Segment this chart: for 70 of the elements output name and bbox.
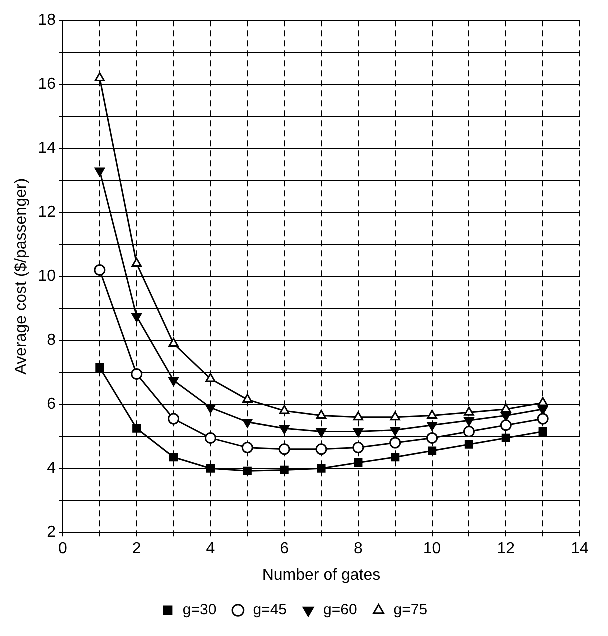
- legend-label: g=75: [394, 602, 428, 619]
- y-tick-label: 18: [38, 12, 56, 30]
- x-tick-label: 6: [280, 540, 290, 558]
- y-tick-label: 10: [38, 268, 56, 286]
- point: [204, 432, 216, 444]
- point: [278, 444, 290, 456]
- point: [168, 413, 180, 425]
- point: [427, 410, 438, 420]
- legend-label: g=45: [253, 602, 288, 619]
- point: [242, 442, 254, 454]
- point: [354, 458, 363, 468]
- point: [426, 432, 438, 444]
- point: [206, 373, 216, 382]
- point: [279, 405, 290, 414]
- point: [464, 440, 474, 449]
- x-tick-label: 8: [354, 540, 363, 558]
- point: [242, 394, 253, 404]
- point: [168, 338, 179, 348]
- x-tick-label: 14: [571, 540, 589, 558]
- y-axis-title: Average cost ($/passenger): [13, 178, 30, 375]
- point: [390, 426, 400, 436]
- point: [464, 406, 474, 416]
- y-tick-label: 2: [47, 524, 56, 542]
- point: [96, 364, 104, 372]
- point: [353, 428, 364, 438]
- point: [316, 428, 327, 438]
- point: [317, 464, 326, 473]
- point: [352, 442, 364, 454]
- point: [132, 424, 142, 433]
- point: [131, 368, 143, 380]
- point: [280, 466, 289, 474]
- point: [242, 418, 253, 428]
- point: [168, 377, 179, 386]
- point: [94, 264, 106, 276]
- point: [243, 466, 252, 476]
- x-tick-label: 2: [132, 540, 142, 558]
- point: [390, 412, 400, 421]
- point: [316, 410, 327, 420]
- x-tick-label: 10: [423, 540, 442, 558]
- x-axis-title: Number of gates: [262, 566, 381, 584]
- point: [538, 397, 548, 406]
- point: [502, 434, 510, 442]
- point: [94, 72, 106, 82]
- point: [500, 420, 512, 432]
- point: [537, 413, 549, 425]
- point: [390, 437, 402, 449]
- point: [501, 404, 512, 413]
- y-tick-label: 8: [47, 332, 56, 350]
- point: [538, 428, 548, 436]
- y-tick-label: 4: [47, 460, 56, 478]
- point: [279, 425, 290, 434]
- y-tick-label: 12: [38, 204, 56, 222]
- x-tick-label: 4: [206, 540, 216, 558]
- point: [316, 444, 328, 456]
- point: [353, 412, 364, 421]
- x-tick-label: 0: [58, 540, 68, 558]
- point: [428, 446, 437, 456]
- point: [391, 453, 400, 462]
- legend-label: g=60: [324, 602, 358, 619]
- point: [464, 417, 474, 426]
- point: [206, 464, 215, 473]
- point: [206, 404, 216, 414]
- x-tick-label: 12: [497, 540, 516, 558]
- point: [427, 422, 438, 432]
- legend-label: g=30: [182, 602, 217, 619]
- point: [170, 453, 178, 462]
- y-tick-label: 6: [47, 396, 56, 414]
- point: [132, 258, 142, 268]
- y-tick-label: 14: [38, 140, 56, 158]
- y-tick-label: 16: [38, 76, 56, 94]
